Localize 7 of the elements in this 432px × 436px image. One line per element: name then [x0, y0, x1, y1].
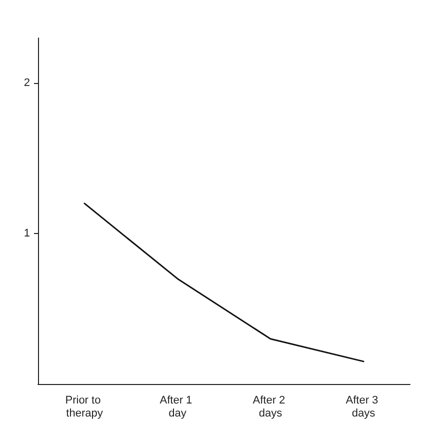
- line-series: [84, 202, 364, 362]
- x-tick-label: Prior to therapy: [65, 394, 104, 420]
- x-tick-label: After 2 days: [252, 394, 288, 420]
- y-tick-label: 1: [24, 228, 30, 240]
- y-tick-label: 2: [24, 77, 30, 90]
- x-tick-label: After 3 days: [346, 394, 382, 420]
- x-tick-label: After 1 day: [160, 394, 196, 420]
